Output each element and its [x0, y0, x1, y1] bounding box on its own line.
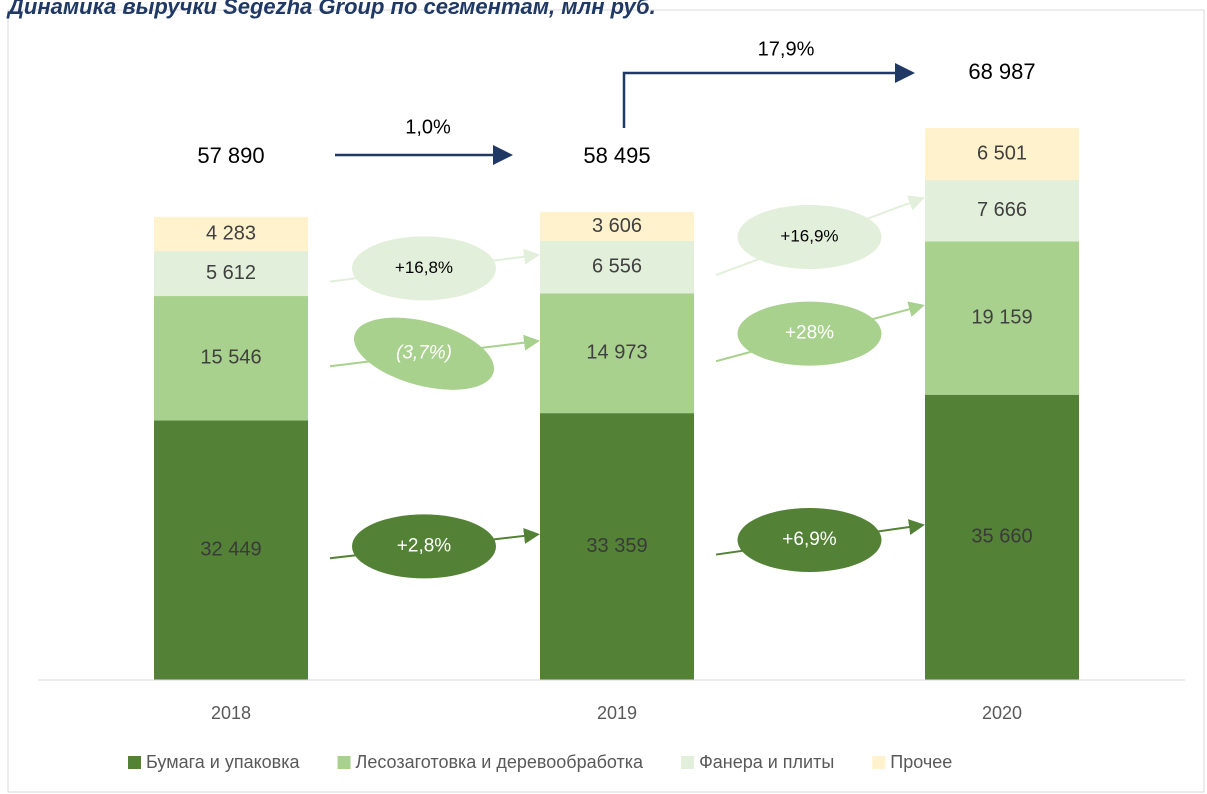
bar-segment — [540, 240, 694, 294]
growth-bubble — [737, 507, 882, 572]
growth-bubble — [352, 236, 496, 301]
data-label: 14 973 — [586, 342, 647, 364]
bar-segment — [154, 296, 308, 421]
legend-label: Лесозаготовка и деревообработка — [356, 752, 645, 772]
bar-segment — [540, 293, 694, 414]
bar-segment — [154, 251, 308, 297]
legend-label: Фанера и плиты — [699, 752, 834, 772]
bar-segment — [154, 216, 308, 252]
growth-bubble — [737, 204, 882, 269]
total-label: 58 495 — [583, 143, 650, 168]
growth-label: +28% — [785, 323, 834, 344]
data-label: 7 666 — [977, 199, 1027, 221]
total-label: 57 890 — [197, 143, 264, 168]
bar-segment — [540, 212, 694, 241]
data-label: 6 501 — [977, 142, 1027, 164]
bar-segment — [925, 128, 1079, 181]
x-tick-label: 2020 — [982, 703, 1022, 723]
growth-bubble — [352, 514, 496, 579]
x-tick-label: 2018 — [211, 703, 251, 723]
growth-label: +2,8% — [397, 535, 452, 556]
total-growth-label: 1,0% — [405, 116, 451, 138]
growth-label: +16,9% — [780, 226, 838, 245]
x-tick-label: 2019 — [597, 703, 637, 723]
chart-border — [7, 9, 1205, 793]
data-label: 32 449 — [200, 538, 261, 560]
data-label: 5 612 — [206, 262, 256, 284]
growth-bubble — [737, 301, 882, 366]
bar-segment — [925, 394, 1079, 680]
legend-swatch — [337, 756, 351, 769]
data-label: 3 606 — [592, 215, 642, 237]
legend-label: Прочее — [890, 752, 952, 772]
chart-title: Динамика выручки Segezha Group по сегмен… — [6, 0, 656, 19]
bar-segment — [925, 180, 1079, 242]
total-label: 68 987 — [968, 59, 1035, 84]
growth-label: +6,9% — [782, 529, 837, 550]
growth-label: +16,8% — [395, 258, 453, 277]
growth-label: (3,7%) — [396, 343, 452, 364]
legend-swatch — [681, 756, 695, 769]
growth-bubble — [353, 317, 495, 390]
data-label: 35 660 — [971, 526, 1032, 548]
data-label: 33 359 — [586, 535, 647, 557]
total-growth-label: 17,9% — [758, 38, 815, 60]
data-label: 4 283 — [206, 222, 256, 244]
bar-segment — [154, 420, 308, 680]
data-label: 15 546 — [200, 347, 261, 369]
legend-label: Бумага и упаковка — [146, 752, 301, 772]
total-arrow — [622, 63, 915, 128]
data-label: 19 159 — [971, 306, 1032, 328]
legend-swatch — [872, 756, 886, 769]
bar-segment — [540, 413, 694, 680]
bar-segment — [925, 241, 1079, 395]
legend-swatch — [128, 756, 141, 769]
data-label: 6 556 — [592, 255, 642, 277]
